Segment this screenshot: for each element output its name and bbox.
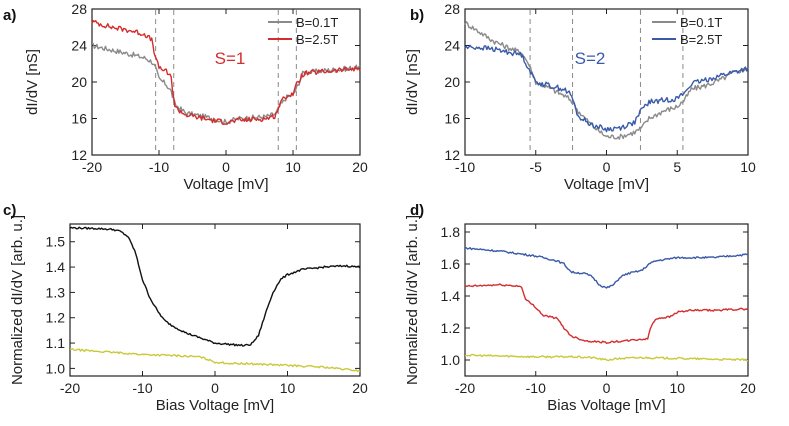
panel-a-annotation: S=1: [215, 49, 246, 68]
panel-c-ytick-label: 1.3: [46, 284, 66, 300]
panel-a-xtick-label: -10: [149, 159, 169, 175]
panel-c-ytick-label: 1.1: [46, 335, 66, 351]
panel-a-label: a): [3, 7, 16, 24]
panel-a-legend-label: B=0.1T: [296, 15, 338, 30]
panel-a-xtick-label: 10: [285, 159, 301, 175]
panel-c-xlabel: Bias Voltage [mV]: [156, 397, 274, 414]
panel-b-series-line: [464, 21, 749, 140]
panel-d-xlabel: Bias Voltage [mV]: [547, 397, 665, 414]
panel-c-frame: [69, 223, 361, 377]
panel-a-frame: [91, 8, 361, 156]
panel-a-ytick-label: 12: [71, 147, 87, 163]
panel-a-xtick-label: -20: [82, 159, 102, 175]
panel-b-ytick-label: 28: [444, 1, 460, 17]
panel-b-ytick-label: 12: [444, 147, 460, 163]
panel-a-xtick-label: 20: [352, 159, 368, 175]
panel-b-legend-label: B=2.5T: [680, 32, 722, 47]
panel-a-ytick-label: 16: [71, 111, 87, 127]
panel-b-ytick-label: 24: [444, 38, 460, 54]
panel-b-frame: [464, 8, 749, 156]
panel-a-ytick-label: 20: [71, 74, 87, 90]
panel-c-xtick-label: -20: [60, 380, 80, 396]
panel-c-ytick-label: 1.4: [46, 259, 66, 275]
panel-d-ytick-label: 1.0: [441, 352, 461, 368]
panel-d-xtick-label: 20: [740, 380, 756, 396]
panel-d-frame: [464, 223, 749, 377]
panel-c-label: c): [3, 202, 16, 219]
panel-d-xtick-label: -20: [455, 380, 475, 396]
panel-b-ytick-label: 20: [444, 74, 460, 90]
panel-b-xlabel: Voltage [mV]: [564, 176, 649, 193]
panel-b-xtick-label: -10: [455, 159, 475, 175]
panel-b-annotation: S=2: [575, 49, 606, 68]
panel-c-xtick-label: -10: [132, 380, 152, 396]
panel-b-xtick-label: 5: [673, 159, 681, 175]
panel-d-ytick-label: 1.8: [441, 224, 461, 240]
panel-c-xtick-label: 10: [280, 380, 296, 396]
panel-a-legend-label: B=2.5T: [296, 32, 338, 47]
panel-b-ytick-label: 16: [444, 111, 460, 127]
panel-a-ylabel: dI/dV [nS]: [24, 49, 41, 115]
panel-b-ylabel: dI/dV [nS]: [404, 49, 421, 115]
panel-d-xtick-label: -10: [526, 380, 546, 396]
panel-c-xtick-label: 0: [211, 380, 219, 396]
panel-d-ytick-label: 1.2: [441, 320, 461, 336]
panel-a-ytick-label: 24: [71, 38, 87, 54]
panel-d-ylabel: Normalized dI/dV [arb. u.]: [404, 215, 421, 385]
panel-d-series-line: [464, 353, 748, 362]
panel-d-xtick-label: 10: [669, 380, 685, 396]
panel-b-label: b): [410, 7, 424, 24]
panel-b-xtick-label: 10: [740, 159, 756, 175]
panel-c-ylabel: Normalized dI/dV [arb. u.]: [9, 215, 26, 385]
panel-a-xtick-label: 0: [222, 159, 230, 175]
panel-d-ytick-label: 1.4: [441, 288, 461, 304]
panel-d-series-line: [464, 283, 749, 344]
panel-d-series-line: [465, 247, 749, 289]
panel-c-ytick-label: 1.5: [46, 234, 66, 250]
panel-b-legend-label: B=0.1T: [680, 15, 722, 30]
panel-d-xtick-label: 0: [603, 380, 611, 396]
panel-c-ytick-label: 1.2: [46, 310, 66, 326]
panel-c-series-line: [69, 348, 361, 372]
panel-c-ytick-label: 1.0: [46, 360, 66, 376]
panel-c-xtick-label: 20: [352, 380, 368, 396]
panel-a-xlabel: Voltage [mV]: [183, 176, 268, 193]
panel-c-series-line: [69, 226, 361, 347]
panel-b-xtick-label: -5: [530, 159, 543, 175]
panel-a-ytick-label: 28: [71, 1, 87, 17]
panel-d-ytick-label: 1.6: [441, 256, 461, 272]
panel-d-label: d): [410, 202, 424, 219]
panel-a-series-line: [91, 20, 361, 125]
panel-b-series-line: [464, 44, 749, 133]
panel-b-xtick-label: 0: [603, 159, 611, 175]
